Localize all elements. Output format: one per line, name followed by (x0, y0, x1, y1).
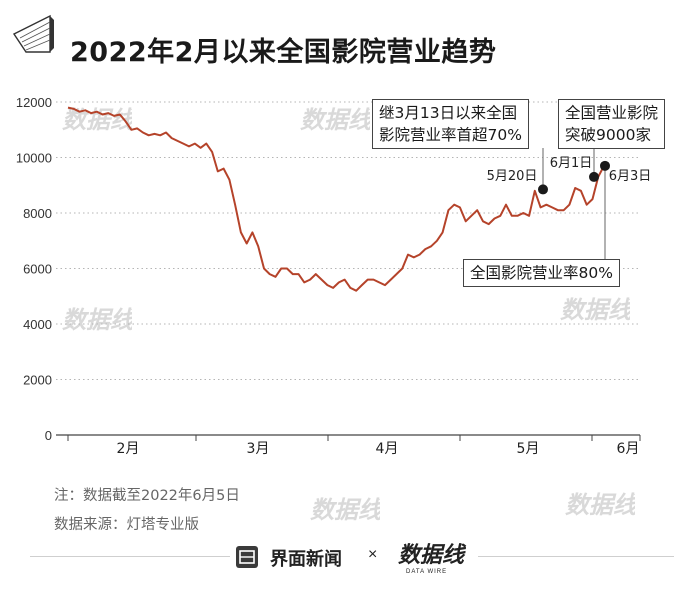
annotation-box-70pct: 继3月13日以来全国 影院营业率首超70% (372, 99, 529, 149)
footer-divider (478, 556, 674, 557)
jiemian-logo-icon (236, 546, 258, 568)
x-axis: 2月 3月 4月 5月 6月 (56, 434, 641, 457)
highlight-label: 5月20日 (487, 169, 538, 184)
svg-text:DATA WIRE: DATA WIRE (406, 569, 447, 575)
annotation-line: 突破9000家 (565, 126, 651, 144)
highlight-point (538, 184, 548, 195)
highlight-label: 6月1日 (550, 156, 593, 171)
watermark: 数据线 (310, 490, 385, 535)
chart-title: 2022年2月以来全国影院营业趋势 (70, 37, 497, 68)
x-tick-label: 6月 (617, 441, 640, 457)
footer: 界面新闻 × 数据线 DATA WIRE (0, 538, 700, 578)
annotation-line: 影院营业率首超70% (379, 126, 522, 144)
highlight-point (600, 160, 610, 171)
watermark: 数据线 (560, 290, 635, 335)
highlight-markers: 5月20日 6月1日 6月3日 (487, 156, 652, 195)
svg-text:数据线: 数据线 (300, 107, 370, 134)
y-tick-label: 8000 (23, 206, 52, 221)
note-cutoff: 注：数据截至2022年6月5日 (54, 488, 240, 504)
brand-name: 界面新闻 (266, 545, 346, 571)
data-wire-footer-logo: 数据线 DATA WIRE (398, 542, 467, 575)
x-tick-label: 4月 (376, 441, 399, 457)
line-chart: 0 2000 4000 6000 8000 10000 12000 2月 3月 4月 5月 6月 5… (16, 95, 652, 457)
y-tick-label: 12000 (16, 95, 52, 110)
y-tick-label: 6000 (23, 262, 52, 277)
watermark: 数据线 (62, 300, 137, 345)
annotation-line: 全国影院营业率80% (470, 264, 613, 282)
svg-text:数据线: 数据线 (310, 497, 380, 524)
y-tick-label: 4000 (23, 317, 52, 332)
svg-text:数据线: 数据线 (565, 492, 635, 519)
annotation-line: 全国营业影院 (565, 104, 659, 122)
highlight-label: 6月3日 (609, 169, 652, 184)
note-source: 数据来源：灯塔专业版 (54, 517, 199, 533)
y-tick-label: 10000 (16, 151, 52, 166)
watermark: 数据线 (300, 100, 375, 145)
y-tick-label: 2000 (23, 373, 52, 388)
times-sign: × (368, 546, 378, 563)
annotation-box-80pct: 全国影院营业率80% (463, 259, 620, 287)
data-wire-logo-icon (12, 14, 54, 53)
watermark: 数据线 (565, 485, 640, 530)
svg-text:数据线: 数据线 (62, 307, 132, 334)
footer-divider (30, 556, 230, 557)
annotation-line: 继3月13日以来全国 (379, 104, 518, 122)
series-line (67, 106, 605, 292)
annotation-box-9000: 全国营业影院 突破9000家 (558, 99, 666, 149)
svg-text:数据线: 数据线 (560, 297, 630, 324)
x-tick-label: 3月 (247, 441, 270, 457)
svg-text:数据线: 数据线 (398, 542, 467, 567)
x-tick-label: 2月 (117, 441, 140, 457)
gridlines (56, 101, 640, 380)
y-tick-label: 0 (45, 428, 52, 443)
highlight-point (589, 171, 599, 182)
x-tick-label: 5月 (517, 441, 540, 457)
y-axis-ticks: 0 2000 4000 6000 8000 10000 12000 (16, 95, 52, 443)
